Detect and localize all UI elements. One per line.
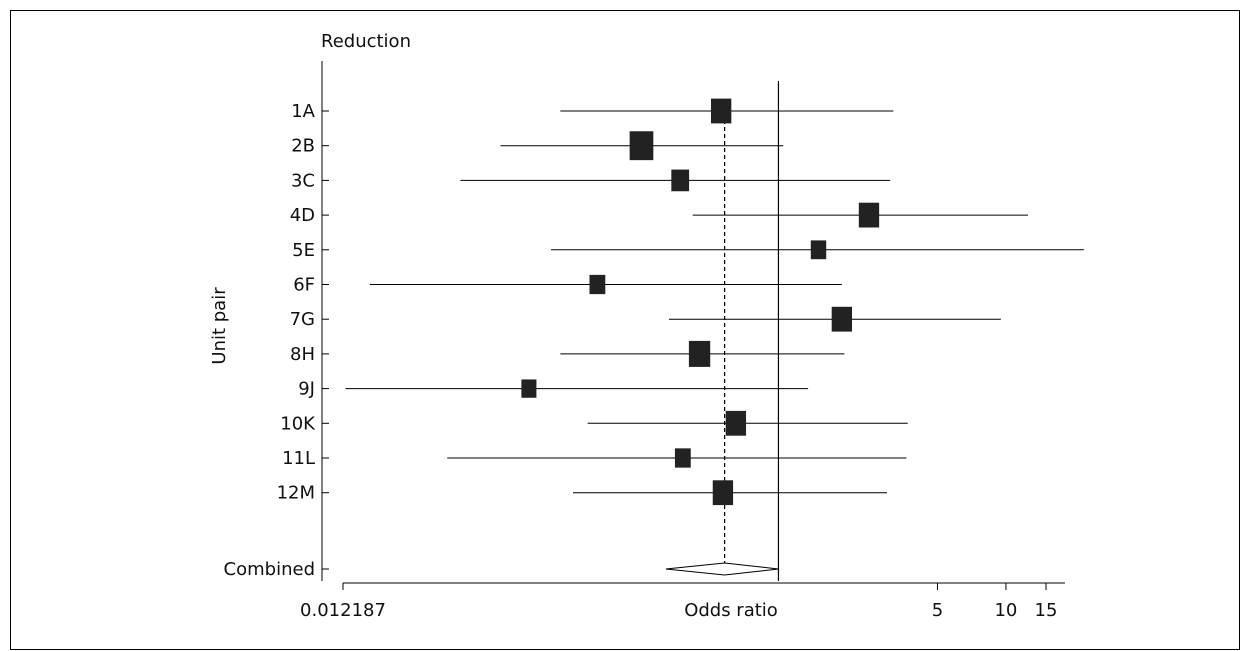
study-row-7G: 7G — [290, 306, 1001, 332]
point-estimate-box — [710, 98, 732, 124]
y-tick-label: 1A — [291, 101, 315, 122]
point-estimate-box — [712, 480, 734, 506]
forest-plot: Reduction Odds ratio Unit pair 1A 2B 3C 4D 5… — [209, 31, 1084, 621]
study-row-11L: 11L — [282, 448, 907, 469]
y-tick-label: Combined — [224, 559, 315, 580]
x-tick-label: 5 — [932, 600, 943, 621]
study-row-9J: 9J — [298, 379, 809, 400]
combined-diamond — [665, 562, 779, 576]
study-row-10K: 10K — [280, 410, 908, 436]
study-row-12M: 12M — [277, 480, 887, 506]
y-tick-label: 9J — [298, 379, 315, 400]
study-row-4D: 4D — [290, 202, 1028, 228]
x-axis-label: Odds ratio — [684, 600, 778, 621]
y-axis-label: Unit pair — [209, 287, 230, 365]
chart-frame: Reduction Odds ratio Unit pair 1A 2B 3C 4D 5… — [10, 10, 1240, 650]
y-tick-label: 11L — [282, 448, 315, 469]
point-estimate-box — [589, 274, 606, 295]
study-row-8H: 8H — [290, 340, 845, 367]
study-row-3C: 3C — [291, 169, 891, 192]
x-tick-label: 0.012187 — [300, 600, 386, 621]
reference-lines — [724, 81, 780, 581]
point-estimate-box — [831, 306, 853, 332]
y-tick-label: 3C — [291, 170, 315, 191]
study-row-2B: 2B — [291, 131, 784, 161]
point-estimate-box — [521, 379, 537, 398]
y-tick-label: 7G — [290, 309, 315, 330]
y-tick-label: 12M — [277, 483, 315, 504]
y-tick-label: 5E — [292, 240, 315, 261]
point-estimate-box — [671, 169, 690, 192]
chart-title: Reduction — [321, 31, 411, 52]
combined-row: Combined — [224, 559, 779, 580]
study-row-1A: 1A — [291, 98, 894, 124]
x-tick-label: 10 — [994, 600, 1017, 621]
axes-group: Reduction Odds ratio Unit pair — [209, 31, 1065, 621]
study-rows: 1A 2B 3C 4D 5E 6F 7G 8H 9J 10K 11L 12M Combined — [224, 98, 1084, 580]
point-estimate-box — [674, 448, 691, 468]
y-tick-label: 6F — [293, 275, 315, 296]
point-estimate-box — [688, 340, 711, 367]
study-row-5E: 5E — [292, 240, 1084, 261]
point-estimate-box — [629, 131, 654, 161]
x-tick-label: 15 — [1035, 600, 1058, 621]
y-tick-label: 4D — [290, 205, 315, 226]
study-row-6F: 6F — [293, 275, 842, 296]
y-tick-label: 2B — [291, 136, 315, 157]
point-estimate-box — [725, 410, 747, 436]
x-ticks: 0.012187 5 10 15 — [300, 583, 1057, 621]
y-tick-label: 10K — [280, 413, 316, 434]
y-tick-label: 8H — [290, 344, 315, 365]
point-estimate-box — [858, 202, 880, 228]
point-estimate-box — [810, 240, 827, 260]
